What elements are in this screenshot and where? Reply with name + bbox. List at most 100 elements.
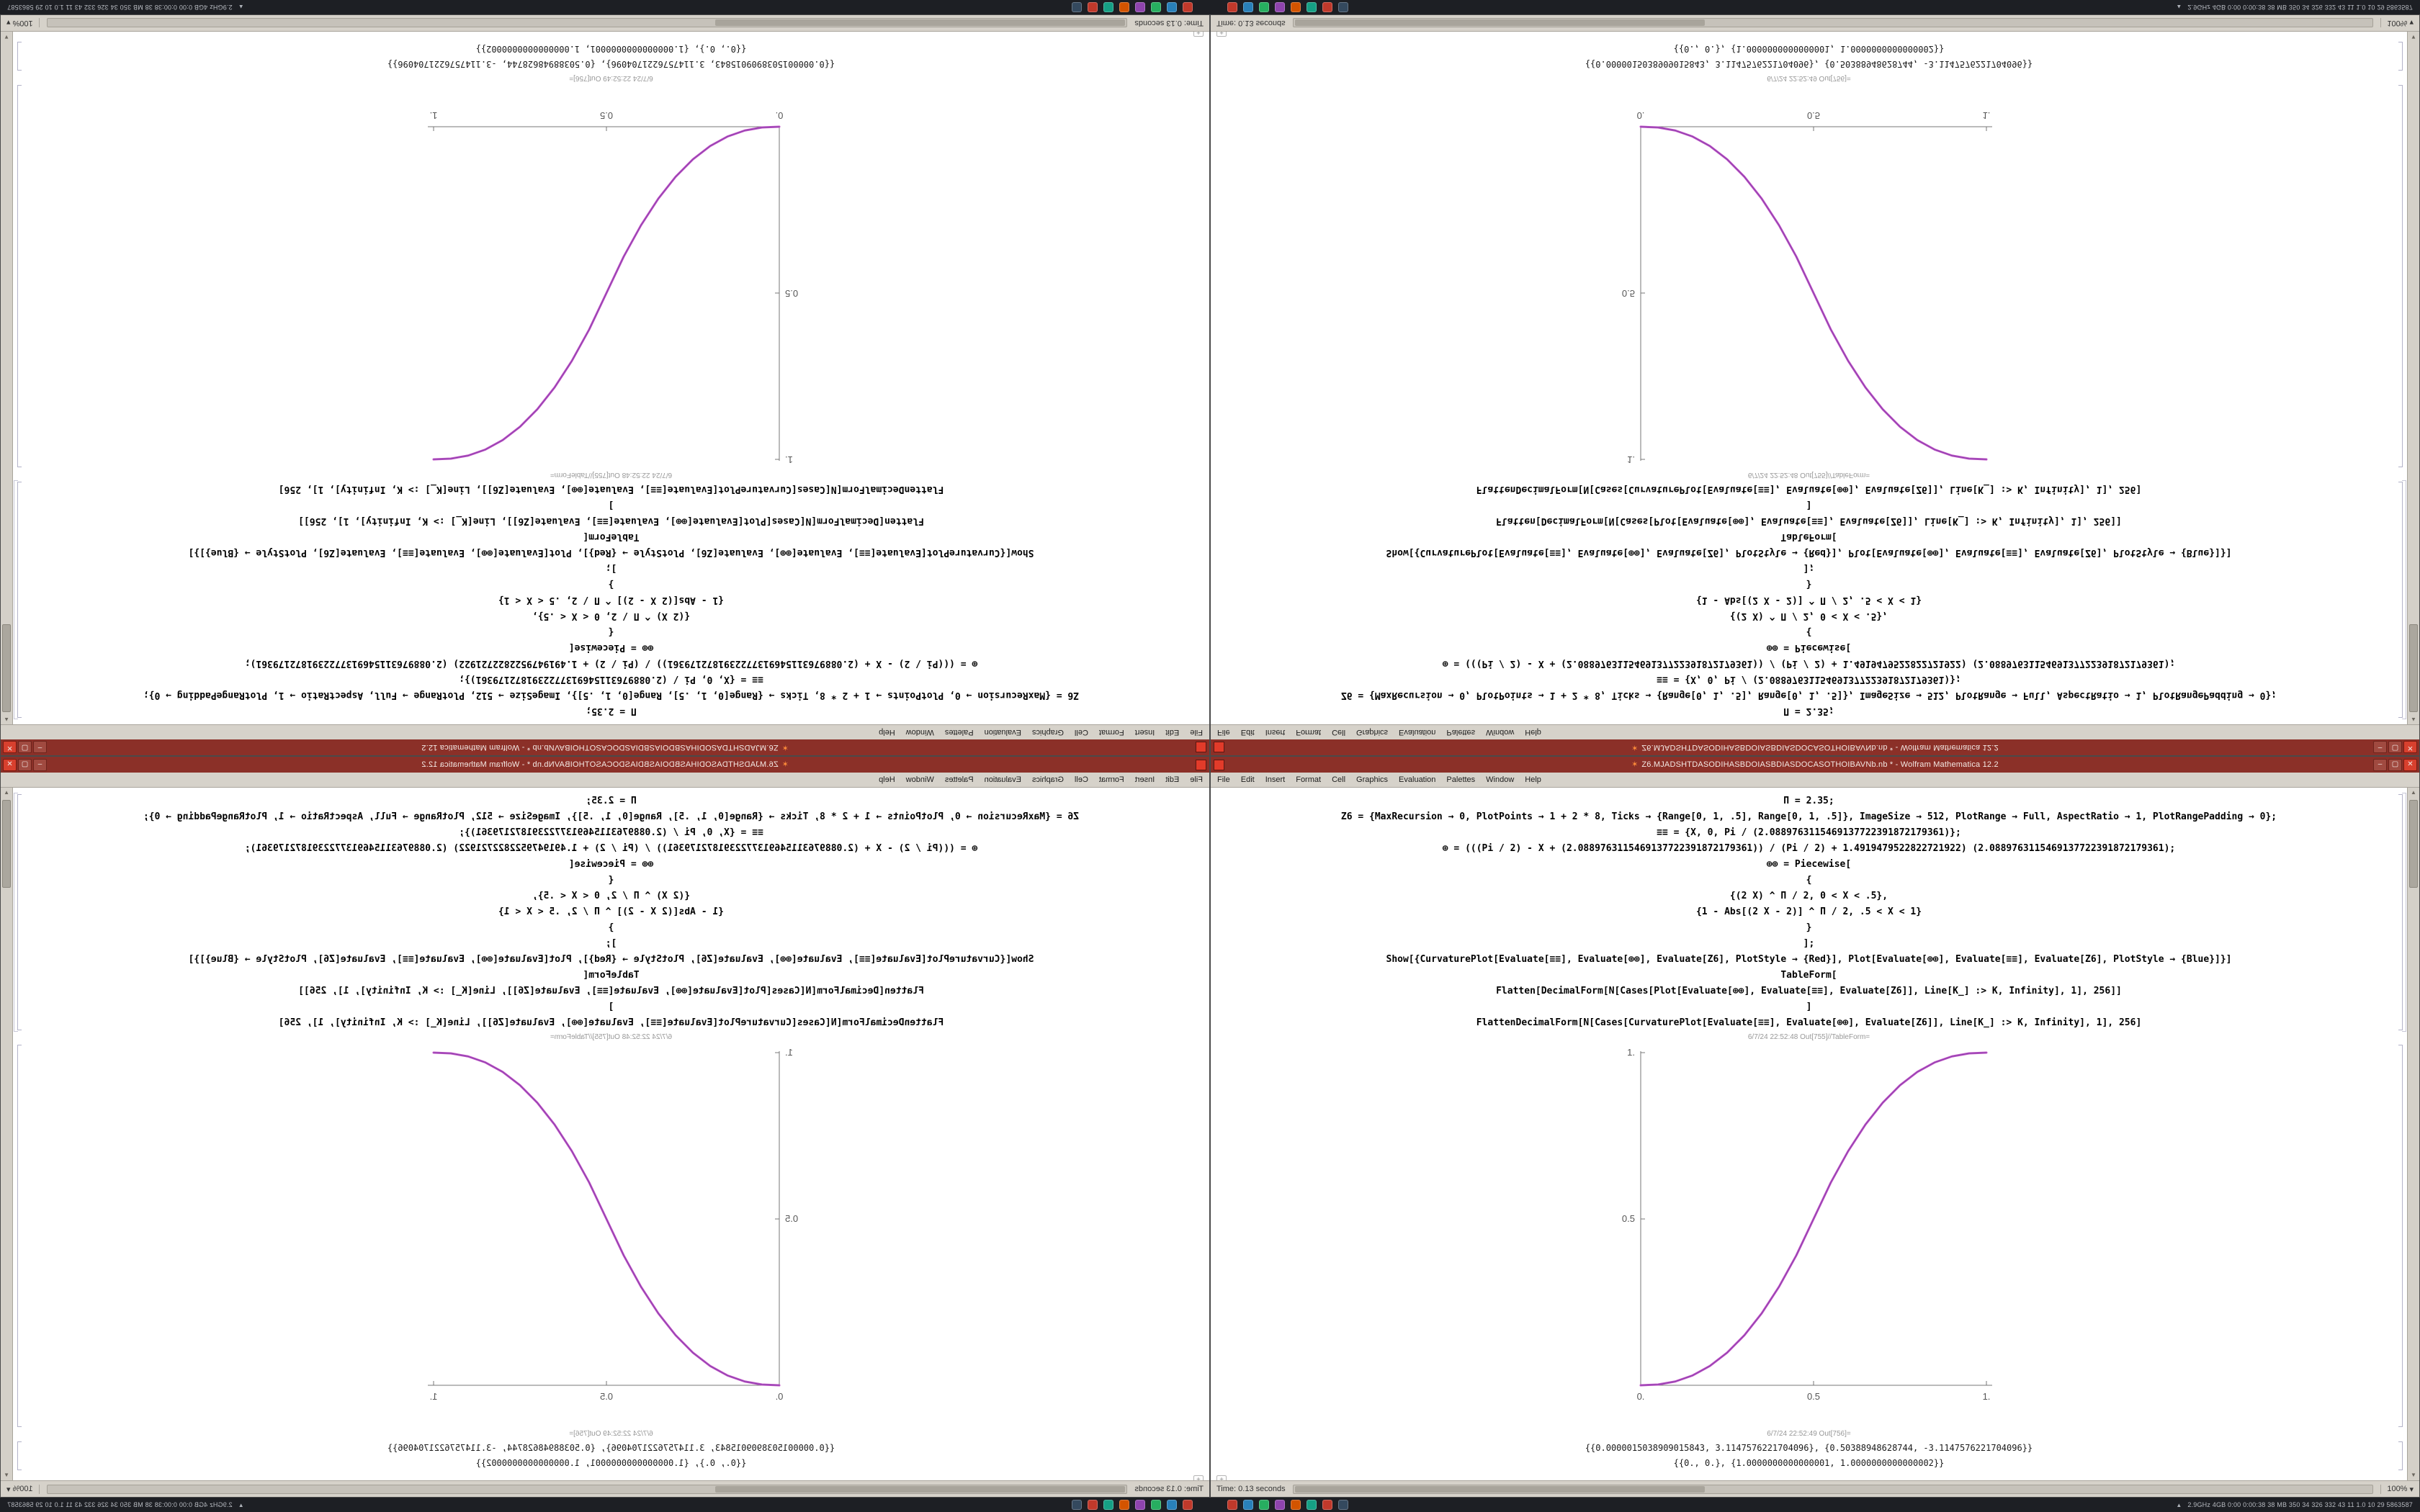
cell-insertion-bar[interactable]: + — [13, 1471, 1209, 1480]
menu-item[interactable]: Graphics — [1356, 775, 1389, 784]
minimize-button[interactable]: – — [2373, 741, 2387, 754]
notebook-area[interactable]: Π = 2.35; Z6 = {MaxRecursion → 0, PlotPoi… — [1, 788, 1209, 1480]
maximize-button[interactable]: ▢ — [2388, 741, 2402, 754]
close-button[interactable]: ✕ — [2403, 758, 2417, 771]
scroll-down-icon[interactable]: ▼ — [4, 34, 9, 40]
menu-item[interactable]: Window — [905, 728, 934, 737]
taskbar-app-icon[interactable] — [1243, 1500, 1253, 1510]
menu-item[interactable]: Palettes — [944, 775, 974, 784]
scroll-up-icon[interactable]: ▲ — [4, 789, 9, 796]
menu-item[interactable]: Format — [1098, 728, 1124, 737]
minimize-button[interactable]: – — [33, 741, 47, 754]
cell-insertion-bar[interactable]: + — [13, 32, 1209, 41]
minimize-button[interactable]: – — [33, 758, 47, 771]
menu-item[interactable]: Window — [1486, 775, 1515, 784]
taskbar-app-icon[interactable] — [1183, 1500, 1193, 1510]
menu-item[interactable]: Help — [879, 775, 895, 784]
taskbar-app-icon[interactable] — [1119, 2, 1129, 12]
taskbar-app-icon[interactable] — [1291, 2, 1301, 12]
menu-item[interactable]: Edit — [1240, 728, 1255, 737]
taskbar-app-icon[interactable] — [1088, 2, 1098, 12]
input-cell[interactable]: Π = 2.35; Z6 = {MaxRecursion → 0, PlotPoi… — [13, 793, 1209, 1032]
menu-item[interactable]: Evaluation — [984, 775, 1021, 784]
plot-output-cell[interactable]: 0. 0.5 1. 0.5 1. — [13, 84, 1209, 468]
maximize-button[interactable]: ▢ — [18, 741, 32, 754]
insert-cell-plus-icon[interactable]: + — [1193, 1475, 1204, 1480]
plot-output-cell[interactable]: 0. 0.5 1. 0.5 1. — [13, 1044, 1209, 1428]
taskbar-app-icon[interactable] — [1135, 2, 1145, 12]
cell-insertion-bar[interactable]: + — [1211, 1471, 2407, 1480]
menu-item[interactable]: Insert — [1134, 728, 1155, 737]
taskbar-app-icon[interactable] — [1167, 1500, 1177, 1510]
menu-item[interactable]: File — [1217, 775, 1230, 784]
taskbar-app-icon[interactable] — [1135, 1500, 1145, 1510]
output-values-cell[interactable]: {{0.0000015038909015843, 3.1147576221704… — [1211, 1441, 2407, 1471]
menu-item[interactable]: Format — [1098, 775, 1124, 784]
cell-bracket[interactable] — [2398, 1045, 2403, 1427]
insert-cell-plus-icon[interactable]: + — [1193, 32, 1204, 37]
plot-output-cell[interactable]: 0. 0.5 1. 0.5 1. — [1211, 84, 2407, 468]
notebook-area[interactable]: Π = 2.35; Z6 = {MaxRecursion → 0, PlotPoi… — [1211, 32, 2419, 724]
cell-bracket[interactable] — [2398, 794, 2403, 1030]
window-titlebar[interactable]: ✶ Z6.MJADSHTDASODIHASBDOIASBDIASDOCASOTH… — [1211, 757, 2419, 773]
menu-item[interactable]: Palettes — [1446, 775, 1476, 784]
menu-item[interactable]: Window — [1486, 728, 1515, 737]
menu-item[interactable]: Graphics — [1031, 728, 1064, 737]
scroll-down-icon[interactable]: ▼ — [2411, 1472, 2416, 1478]
scroll-up-icon[interactable]: ▲ — [4, 716, 9, 723]
menu-item[interactable]: Edit — [1240, 775, 1255, 784]
taskbar-app-icon[interactable] — [1291, 1500, 1301, 1510]
taskbar-app-icon[interactable] — [1119, 1500, 1129, 1510]
horizontal-scrollbar[interactable] — [1292, 1484, 2374, 1494]
taskbar-app-icon[interactable] — [1307, 2, 1317, 12]
zoom-control[interactable]: 100% ▾ — [2380, 18, 2414, 28]
zoom-control[interactable]: 100% ▾ — [6, 1484, 40, 1494]
menu-item[interactable]: Help — [879, 728, 895, 737]
horizontal-scrollbar[interactable] — [1292, 18, 2374, 28]
menu-item[interactable]: Insert — [1265, 728, 1286, 737]
cell-bracket[interactable] — [17, 85, 22, 467]
scrollbar-thumb[interactable] — [2, 624, 11, 712]
tray-expand-icon[interactable]: ▲ — [2176, 4, 2182, 11]
tray-expand-icon[interactable]: ▲ — [238, 1501, 244, 1508]
cell-group-bracket[interactable] — [2402, 793, 2406, 1032]
vertical-scrollbar[interactable]: ▲ ▼ — [1, 32, 13, 724]
horizontal-scrollbar-thumb[interactable] — [1294, 19, 1706, 27]
vertical-scrollbar[interactable]: ▲ ▼ — [2407, 32, 2419, 724]
cell-bracket[interactable] — [17, 42, 22, 71]
maximize-button[interactable]: ▢ — [18, 758, 32, 771]
output-values-cell[interactable]: {{0.0000015038909015843, 3.1147576221704… — [13, 1441, 1209, 1471]
menu-item[interactable]: Window — [905, 775, 934, 784]
menu-item[interactable]: File — [1190, 775, 1203, 784]
output-values-cell[interactable]: {{0.0000015038909015843, 3.1147576221704… — [1211, 41, 2407, 71]
horizontal-scrollbar-thumb[interactable] — [714, 19, 1126, 27]
menu-item[interactable]: Palettes — [1446, 728, 1476, 737]
taskbar-app-icon[interactable] — [1183, 2, 1193, 12]
output-values-cell[interactable]: {{0.0000015038909015843, 3.1147576221704… — [13, 41, 1209, 71]
close-button[interactable]: ✕ — [3, 741, 17, 754]
input-cell[interactable]: Π = 2.35; Z6 = {MaxRecursion → 0, PlotPoi… — [1211, 480, 2407, 719]
taskbar-app-icon[interactable] — [1259, 2, 1269, 12]
horizontal-scrollbar-thumb[interactable] — [1294, 1485, 1706, 1493]
tray-expand-icon[interactable]: ▲ — [238, 4, 244, 11]
input-cell[interactable]: Π = 2.35; Z6 = {MaxRecursion → 0, PlotPoi… — [1211, 793, 2407, 1032]
horizontal-scrollbar[interactable] — [46, 1484, 1128, 1494]
taskbar-app-icon[interactable] — [1338, 2, 1348, 12]
notebook-area[interactable]: Π = 2.35; Z6 = {MaxRecursion → 0, PlotPoi… — [1, 32, 1209, 724]
taskbar-app-icon[interactable] — [1088, 1500, 1098, 1510]
cell-bracket[interactable] — [17, 1045, 22, 1427]
vertical-scrollbar[interactable]: ▲ ▼ — [1, 788, 13, 1480]
taskbar-app-icon[interactable] — [1103, 1500, 1113, 1510]
tray-expand-icon[interactable]: ▲ — [2176, 1501, 2182, 1508]
menu-item[interactable]: Cell — [1074, 728, 1088, 737]
vertical-scrollbar[interactable]: ▲ ▼ — [2407, 788, 2419, 1480]
input-cell[interactable]: Π = 2.35; Z6 = {MaxRecursion → 0, PlotPoi… — [13, 480, 1209, 719]
taskbar-app-icon[interactable] — [1227, 1500, 1237, 1510]
scrollbar-thumb[interactable] — [2409, 800, 2418, 888]
horizontal-scrollbar[interactable] — [46, 18, 1128, 28]
taskbar-app-icon[interactable] — [1072, 2, 1082, 12]
taskbar-app-icon[interactable] — [1167, 2, 1177, 12]
taskbar-app-icon[interactable] — [1322, 2, 1332, 12]
taskbar-app-icon[interactable] — [1151, 1500, 1161, 1510]
cell-group-bracket[interactable] — [14, 793, 18, 1032]
